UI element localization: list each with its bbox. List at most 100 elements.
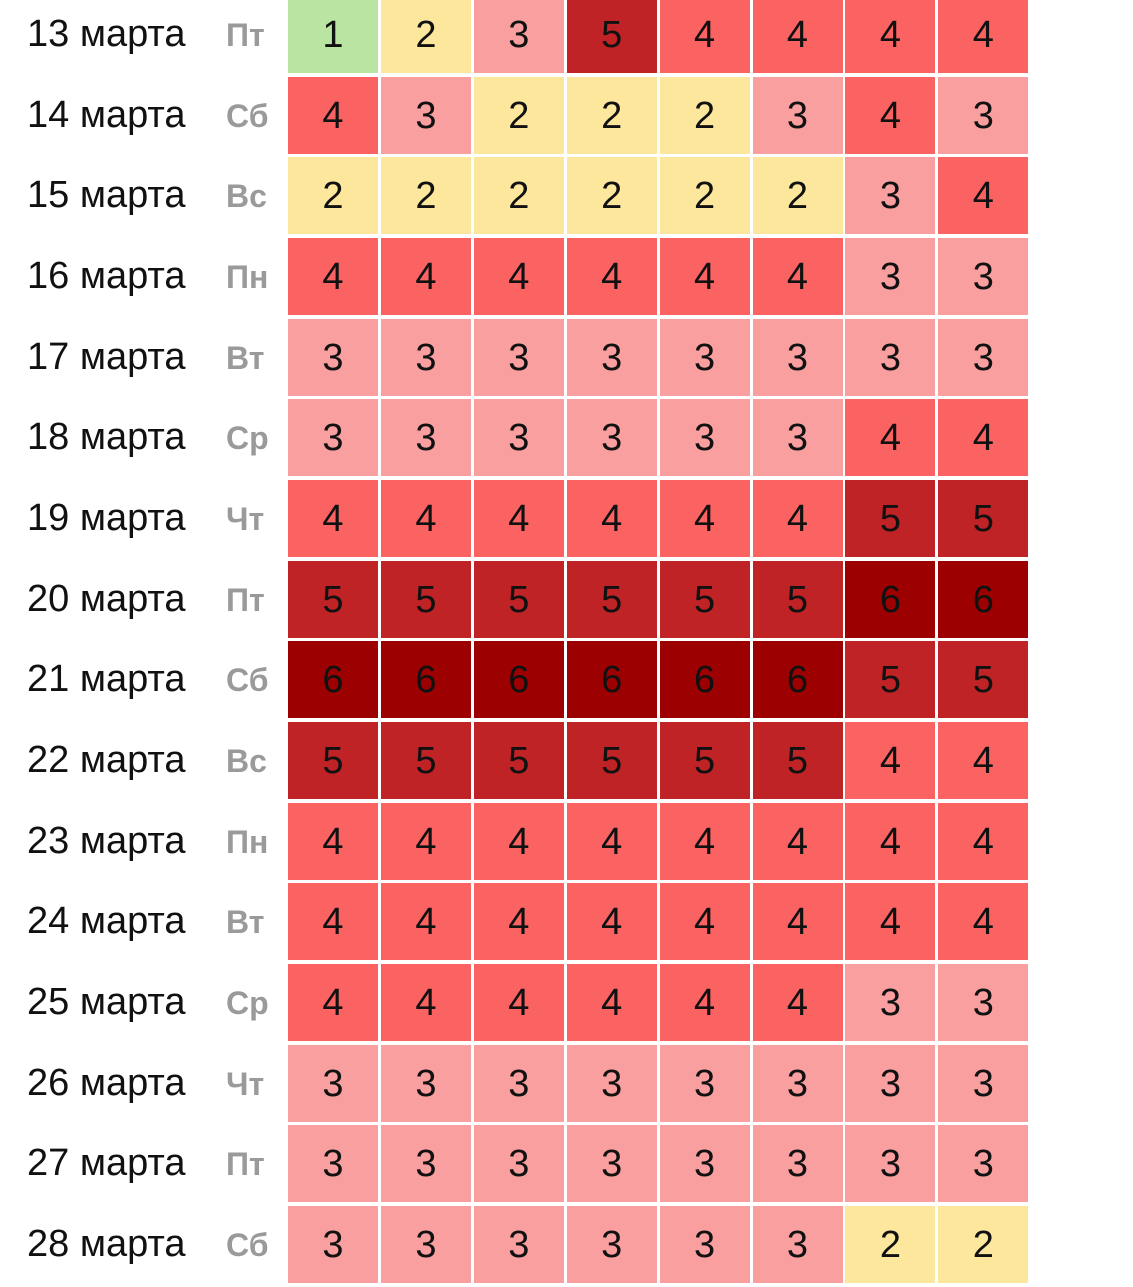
row-weekday-label: Вт: [226, 339, 265, 376]
heatmap-cell: 3: [752, 399, 843, 477]
heatmap-cell: 3: [752, 1125, 843, 1203]
heatmap-cell: 3: [659, 1044, 750, 1122]
heatmap-cell: 3: [380, 76, 471, 154]
heatmap-cell: 5: [566, 560, 657, 638]
heatmap-cell: 3: [659, 1125, 750, 1203]
heatmap-cell: 6: [473, 641, 564, 719]
heatmap-cell: 3: [938, 318, 1029, 396]
heatmap-cell: 4: [473, 802, 564, 880]
heatmap-cell: 5: [380, 560, 471, 638]
row-weekday-label: Ср: [226, 420, 269, 457]
row-date-label: 15 марта: [27, 174, 186, 217]
heatmap-cell: 2: [380, 157, 471, 235]
heatmap-cell: 5: [659, 722, 750, 800]
heatmap-cell: 4: [845, 399, 936, 477]
row-date-label: 25 марта: [27, 981, 186, 1024]
heatmap-row: 25 марта Ср 4 4 4 4 4 4 3 3: [0, 964, 1133, 1045]
heatmap-cell: 2: [659, 76, 750, 154]
heatmap-cell: 6: [752, 641, 843, 719]
heatmap-cell: 3: [938, 1125, 1029, 1203]
heatmap-cell: 1: [288, 0, 378, 73]
row-date-label: 21 марта: [27, 658, 186, 701]
heatmap-cell: 4: [380, 802, 471, 880]
heatmap-cell: 6: [566, 641, 657, 719]
heatmap-cell: 5: [938, 641, 1029, 719]
heatmap-cell: 4: [938, 883, 1029, 961]
heatmap-cell: 3: [845, 318, 936, 396]
row-date-label: 13 марта: [27, 13, 186, 55]
heatmap-cell: 5: [473, 560, 564, 638]
heatmap-cell: 4: [473, 883, 564, 961]
row-date-label: 22 марта: [27, 739, 186, 782]
heatmap-cell: 4: [659, 238, 750, 315]
heatmap-row: 26 марта Чт 3 3 3 3 3 3 3 3: [0, 1044, 1133, 1126]
row-date-label: 20 марта: [27, 577, 186, 620]
heatmap-cell: 3: [473, 399, 564, 477]
heatmap-cell: 3: [845, 238, 936, 315]
heatmap-row: 23 марта Пн 4 4 4 4 4 4 4 4: [0, 802, 1133, 884]
heatmap-row: 13 марта Пт 1 2 3 5 4 4 4 4: [0, 0, 1133, 77]
heatmap-cell: 5: [752, 722, 843, 800]
heatmap-cell: 2: [566, 157, 657, 235]
row-date-label: 27 марта: [27, 1142, 186, 1185]
heatmap-cell: 3: [288, 1044, 378, 1122]
heatmap-cell: 4: [938, 0, 1029, 73]
heatmap-cell: 4: [752, 480, 843, 558]
heatmap-cell: 4: [938, 399, 1029, 477]
heatmap-row: 14 марта Сб 4 3 2 2 2 3 4 3: [0, 76, 1133, 158]
heatmap-cell: 6: [288, 641, 378, 719]
heatmap-cell: 5: [566, 0, 657, 73]
heatmap-cell: 2: [752, 157, 843, 235]
heatmap-cell: 4: [938, 722, 1029, 800]
row-date-label: 26 марта: [27, 1061, 186, 1104]
heatmap-cell: 4: [473, 238, 564, 315]
heatmap-row: 15 марта Вс 2 2 2 2 2 2 3 4: [0, 157, 1133, 238]
heatmap-cell: 4: [845, 883, 936, 961]
heatmap-cell: 3: [288, 1206, 378, 1284]
heatmap-row: 20 марта Пт 5 5 5 5 5 5 6 6: [0, 560, 1133, 642]
heatmap-cell: 6: [659, 641, 750, 719]
row-weekday-label: Чт: [226, 501, 265, 538]
heatmap-cell: 4: [288, 802, 378, 880]
heatmap-cell: 5: [752, 560, 843, 638]
row-date-label: 28 марта: [27, 1223, 186, 1266]
heatmap-cell: 5: [288, 722, 378, 800]
heatmap-cell: 3: [659, 318, 750, 396]
heatmap-cell: 4: [752, 0, 843, 73]
heatmap-cell: 3: [659, 1206, 750, 1284]
heatmap-cell: 4: [380, 964, 471, 1042]
heatmap-cell: 2: [473, 76, 564, 154]
heatmap-cell: 4: [752, 964, 843, 1042]
heatmap-cell: 3: [566, 1044, 657, 1122]
row-date-label: 23 марта: [27, 819, 186, 862]
row-weekday-label: Сб: [226, 97, 269, 134]
heatmap-cell: 4: [380, 238, 471, 315]
row-weekday-label: Вс: [226, 743, 267, 780]
heatmap-cell: 4: [845, 76, 936, 154]
heatmap-cell: 5: [845, 641, 936, 719]
heatmap-cell: 5: [938, 480, 1029, 558]
heatmap-cell: 3: [752, 318, 843, 396]
heatmap-cell: 4: [659, 802, 750, 880]
row-weekday-label: Пт: [226, 1146, 265, 1183]
heatmap-cell: 3: [845, 1044, 936, 1122]
row-date-label: 16 марта: [27, 255, 186, 297]
heatmap-row: 21 марта Сб 6 6 6 6 6 6 5 5: [0, 641, 1133, 722]
row-weekday-label: Пт: [226, 17, 265, 53]
heatmap-cell: 4: [566, 480, 657, 558]
heatmap-cell: 3: [566, 399, 657, 477]
heatmap-cell: 4: [659, 480, 750, 558]
heatmap-cell: 3: [473, 1125, 564, 1203]
heatmap-cell: 4: [938, 802, 1029, 880]
heatmap-cell: 3: [752, 1206, 843, 1284]
heatmap-cell: 3: [288, 399, 378, 477]
heatmap-cell: 4: [752, 883, 843, 961]
heatmap-cell: 4: [752, 238, 843, 315]
heatmap-cell: 5: [380, 722, 471, 800]
heatmap-cell: 4: [288, 76, 378, 154]
heatmap-cell: 3: [566, 1125, 657, 1203]
heatmap-row: 19 марта Чт 4 4 4 4 4 4 5 5: [0, 480, 1133, 561]
heatmap-cell: 4: [938, 157, 1029, 235]
heatmap-cell: 3: [380, 399, 471, 477]
heatmap-cell: 2: [938, 1206, 1029, 1284]
